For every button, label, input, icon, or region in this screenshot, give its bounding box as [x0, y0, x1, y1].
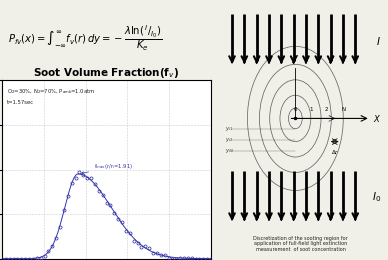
Text: f$_{max}$(r/r$_i$=1.91): f$_{max}$(r/r$_i$=1.91): [81, 162, 133, 174]
Text: $Y$: $Y$: [292, 53, 299, 64]
Text: $I_0$: $I_0$: [372, 191, 381, 204]
Text: $X$: $X$: [373, 113, 381, 124]
Text: $y_{i1}$: $y_{i1}$: [225, 125, 234, 133]
Text: 1: 1: [309, 107, 312, 112]
Text: O$_2$=30%, N$_2$=70%, P$_{amb}$=1.0atm: O$_2$=30%, N$_2$=70%, P$_{amb}$=1.0atm: [7, 87, 95, 96]
Text: Discretization of the sooting region for
application of full-field light extinct: Discretization of the sooting region for…: [253, 236, 348, 252]
Text: 2: 2: [324, 107, 328, 112]
Text: t=1.57sec: t=1.57sec: [7, 100, 34, 105]
Text: $y_{iN}$: $y_{iN}$: [225, 147, 234, 155]
Text: $y_{i2}$: $y_{i2}$: [225, 136, 234, 144]
Text: $I$: $I$: [376, 35, 381, 47]
Text: $P_{fv}(x)=\int_{-\infty}^{\infty}f_v(r)\,dy=-\dfrac{\lambda\ln(\,^I/_{I_0})}{K_: $P_{fv}(x)=\int_{-\infty}^{\infty}f_v(r)…: [8, 23, 163, 53]
Text: $\Delta r$: $\Delta r$: [331, 148, 339, 156]
Text: 0: 0: [294, 107, 297, 112]
Title: Soot Volume Fraction(f$_v$): Soot Volume Fraction(f$_v$): [33, 66, 180, 80]
Text: N: N: [341, 107, 345, 112]
